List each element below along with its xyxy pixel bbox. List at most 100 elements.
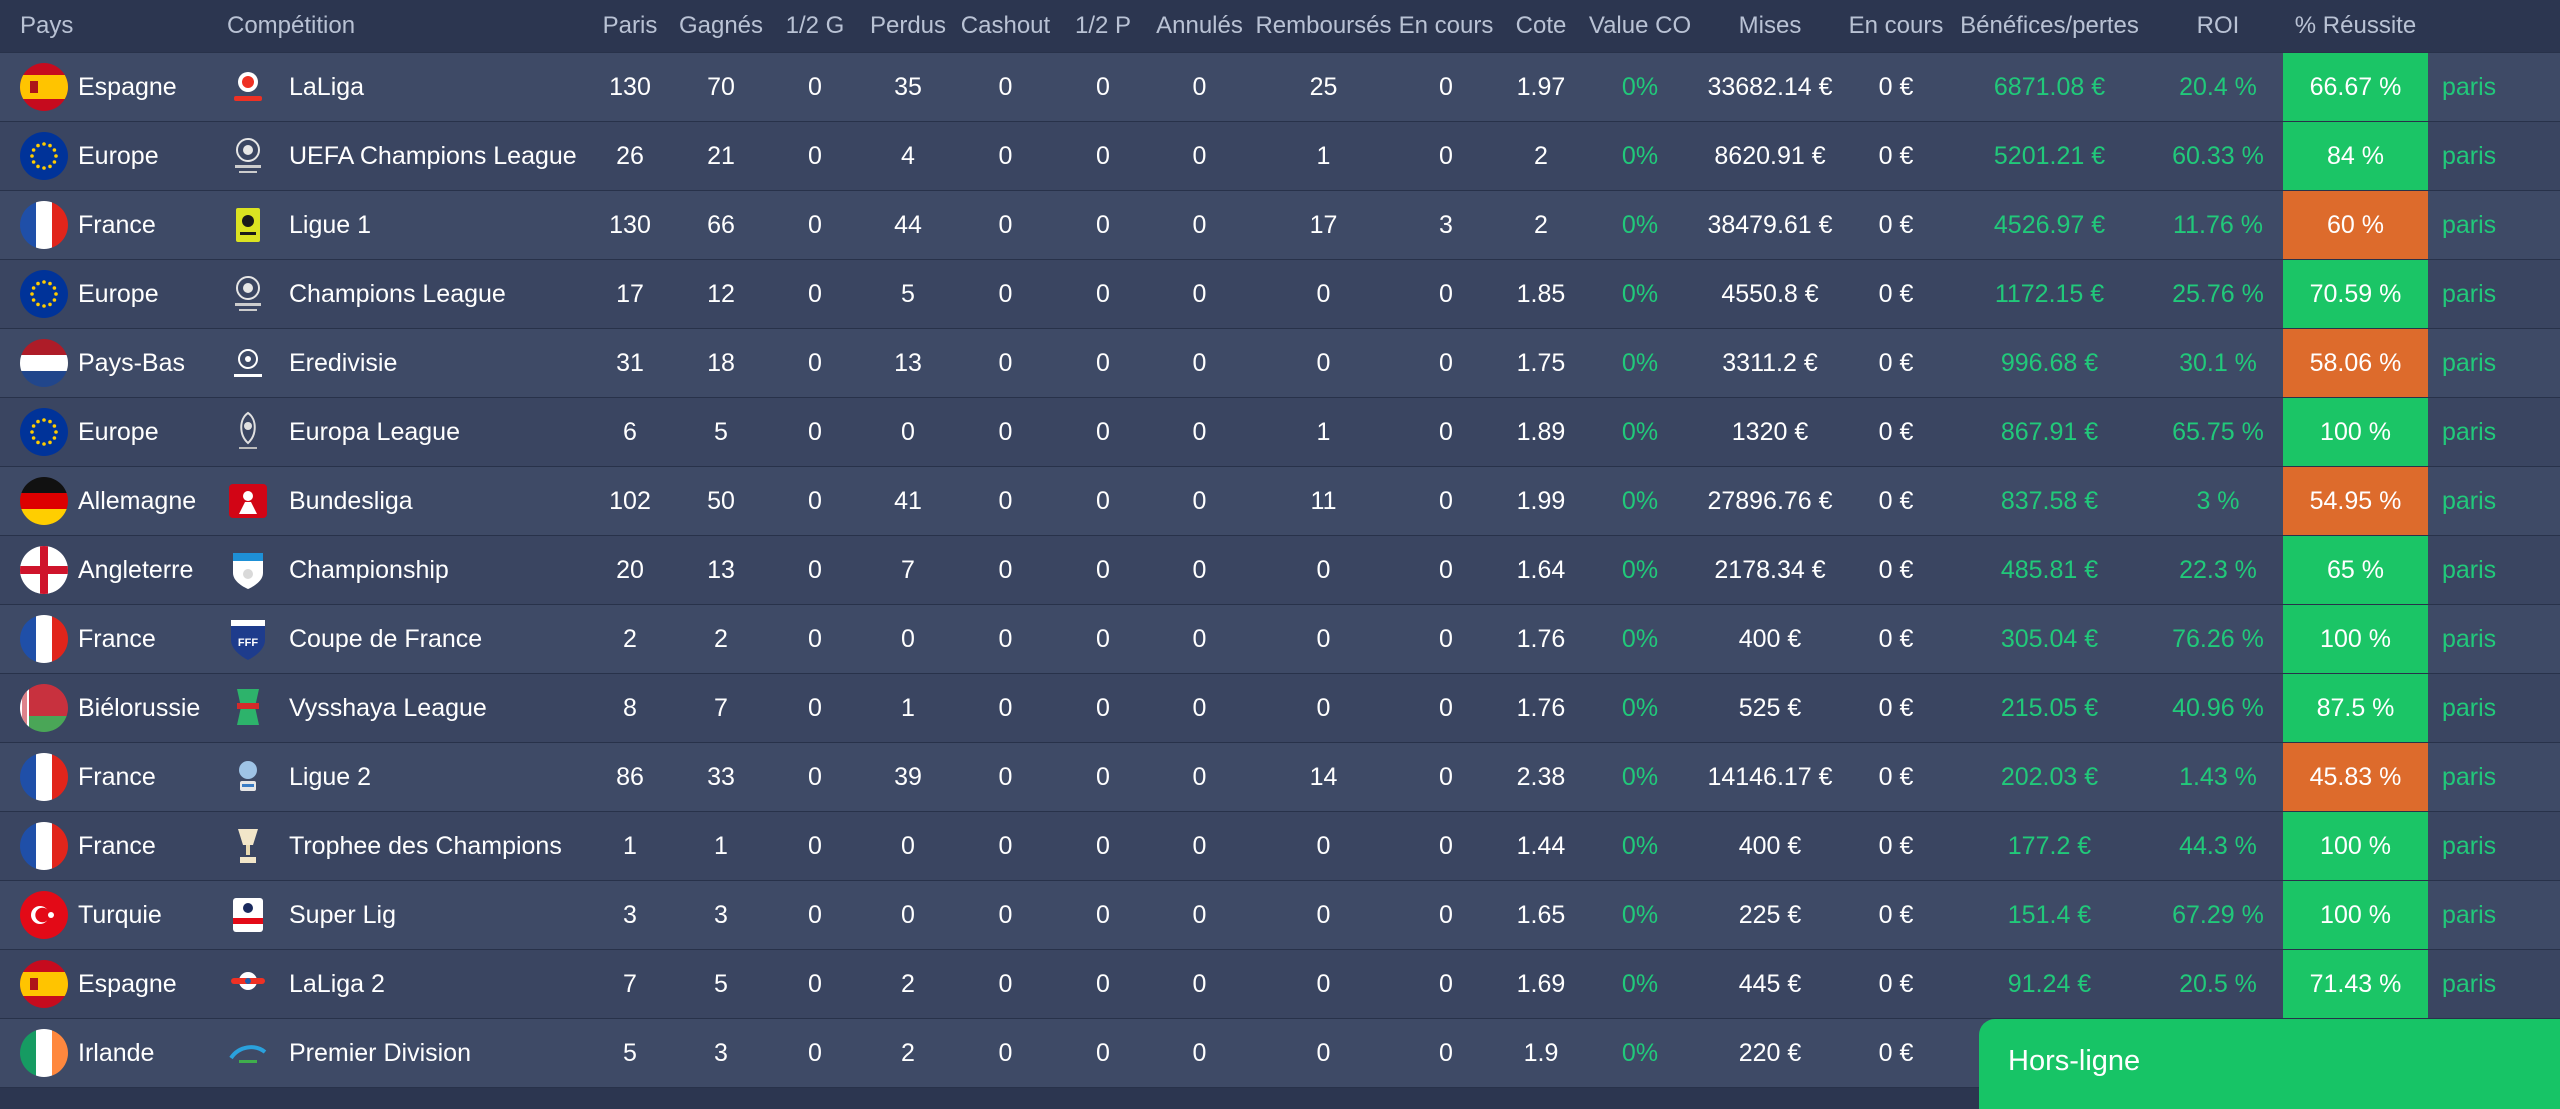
header-roi[interactable]: ROI — [2153, 0, 2283, 53]
pending-amount-cell: 0 € — [1846, 52, 1946, 122]
bets-link[interactable]: paris — [2428, 190, 2560, 260]
table-row[interactable]: France Ligue 1 130 66 0 44 0 0 0 17 3 2 0% 38479.61 €… — [0, 190, 2560, 260]
laliga-logo-icon — [225, 64, 271, 110]
country-name: Irlande — [78, 1038, 155, 1067]
pending-cell: 0 — [1396, 52, 1496, 122]
half-won-cell: 0 — [767, 397, 863, 467]
half-lost-cell: 0 — [1058, 190, 1148, 260]
country-cell: Pays-Bas — [0, 328, 225, 398]
pending-cell: 0 — [1396, 328, 1496, 398]
half-won-cell: 0 — [767, 535, 863, 605]
bets-link[interactable]: paris — [2428, 604, 2560, 674]
odds-cell: 1.69 — [1496, 949, 1586, 1019]
header-refunded[interactable]: Remboursés — [1251, 0, 1396, 53]
competition-cell: Super Lig — [225, 880, 585, 950]
bets-link[interactable]: paris — [2428, 328, 2560, 398]
value-co-cell: 0% — [1586, 535, 1694, 605]
table-row[interactable]: France FFF Coupe de France 2 2 0 0 0 0 0 0 0 1.76 0% 4… — [0, 604, 2560, 674]
flag-france-icon — [20, 201, 68, 249]
competition-name: Vysshaya League — [289, 693, 487, 722]
header-stakes[interactable]: Mises — [1694, 0, 1846, 53]
table-row[interactable]: Europe UEFA Champions League 26 21 0 4 0 0 0 1 0 2 0… — [0, 121, 2560, 191]
table-row[interactable]: France Ligue 2 86 33 0 39 0 0 0 14 0 2.38 0% 14146.17… — [0, 742, 2560, 812]
refunded-cell: 0 — [1251, 328, 1396, 398]
cancelled-cell: 0 — [1148, 949, 1251, 1019]
table-body: Espagne LaLiga 130 70 0 35 0 0 0 25 0 1.97 0% 33682.1… — [0, 52, 2560, 1088]
table-row[interactable]: Europe Europa League 6 5 0 0 0 0 0 1 0 1.89 0% 1320 €… — [0, 397, 2560, 467]
pending-amount-cell: 0 € — [1846, 466, 1946, 536]
header-profit[interactable]: Bénéfices/pertes — [1946, 0, 2153, 53]
bets-link[interactable]: paris — [2428, 52, 2560, 122]
half-lost-cell: 0 — [1058, 604, 1148, 674]
header-competition[interactable]: Compétition — [225, 0, 585, 53]
success-rate-cell: 54.95 % — [2283, 466, 2428, 536]
bets-link[interactable]: paris — [2428, 121, 2560, 191]
bets-link[interactable]: paris — [2428, 949, 2560, 1019]
lost-cell: 44 — [863, 190, 953, 260]
half-won-cell: 0 — [767, 1018, 863, 1088]
table-row[interactable]: Biélorussie Vysshaya League 8 7 0 1 0 0 0 0 0 1.76 0… — [0, 673, 2560, 743]
stakes-cell: 225 € — [1694, 880, 1846, 950]
header-won[interactable]: Gagnés — [675, 0, 767, 53]
bets-link[interactable]: paris — [2428, 466, 2560, 536]
header-bets[interactable]: Paris — [585, 0, 675, 53]
profit-cell: 1172.15 € — [1946, 259, 2153, 329]
bets-link[interactable]: paris — [2428, 673, 2560, 743]
bets-link[interactable]: paris — [2428, 397, 2560, 467]
bets-link[interactable]: paris — [2428, 811, 2560, 881]
roi-cell: 76.26 % — [2153, 604, 2283, 674]
success-rate-cell: 65 % — [2283, 535, 2428, 605]
bets-link[interactable]: paris — [2428, 259, 2560, 329]
lost-cell: 2 — [863, 949, 953, 1019]
cancelled-cell: 0 — [1148, 604, 1251, 674]
bets-cell: 130 — [585, 190, 675, 260]
odds-cell: 1.99 — [1496, 466, 1586, 536]
header-odds[interactable]: Cote — [1496, 0, 1586, 53]
value-co-cell: 0% — [1586, 466, 1694, 536]
flag-france-icon — [20, 753, 68, 801]
table-row[interactable]: Turquie Super Lig 3 3 0 0 0 0 0 0 0 1.65 0% 225 €0 €1… — [0, 880, 2560, 950]
table-row[interactable]: Europe Champions League 17 12 0 5 0 0 0 0 0 1.85 0% 4… — [0, 259, 2560, 329]
table-row[interactable]: Angleterre Championship 20 13 0 7 0 0 0 0 0 1.64 0% 2… — [0, 535, 2560, 605]
competition-name: Champions League — [289, 279, 506, 308]
header-value-co[interactable]: Value CO — [1586, 0, 1694, 53]
header-success[interactable]: % Réussite — [2283, 0, 2428, 53]
offline-chat-badge[interactable]: Hors-ligne — [1979, 1019, 2560, 1109]
profit-cell: 6871.08 € — [1946, 52, 2153, 122]
bets-cell: 31 — [585, 328, 675, 398]
header-lost[interactable]: Perdus — [863, 0, 953, 53]
refunded-cell: 14 — [1251, 742, 1396, 812]
table-row[interactable]: Pays-Bas Eredivisie 31 18 0 13 0 0 0 0 0 1.75 0% 3311… — [0, 328, 2560, 398]
table-row[interactable]: Allemagne Bundesliga 102 50 0 41 0 0 0 11 0 1.99 0% 2… — [0, 466, 2560, 536]
header-pending[interactable]: En cours — [1396, 0, 1496, 53]
profit-cell: 4526.97 € — [1946, 190, 2153, 260]
header-cashout[interactable]: Cashout — [953, 0, 1058, 53]
lost-cell: 4 — [863, 121, 953, 191]
table-row[interactable]: Espagne LaLiga 2 7 5 0 2 0 0 0 0 0 1.69 0% 445 €0 €91… — [0, 949, 2560, 1019]
pending-amount-cell: 0 € — [1846, 742, 1946, 812]
pending-amount-cell: 0 € — [1846, 949, 1946, 1019]
header-country[interactable]: Pays — [0, 0, 225, 53]
bets-cell: 2 — [585, 604, 675, 674]
stakes-cell: 400 € — [1694, 604, 1846, 674]
champions-league-logo-icon — [225, 133, 271, 179]
stakes-cell: 3311.2 € — [1694, 328, 1846, 398]
header-half-lost[interactable]: 1/2 P — [1058, 0, 1148, 53]
table-row[interactable]: Espagne LaLiga 130 70 0 35 0 0 0 25 0 1.97 0% 33682.1… — [0, 52, 2560, 122]
table-row[interactable]: France Trophee des Champions 1 1 0 0 0 0 0 0 0 1.44… — [0, 811, 2560, 881]
refunded-cell: 0 — [1251, 259, 1396, 329]
odds-cell: 2 — [1496, 121, 1586, 191]
profit-cell: 485.81 € — [1946, 535, 2153, 605]
bets-link[interactable]: paris — [2428, 880, 2560, 950]
pending-amount-cell: 0 € — [1846, 259, 1946, 329]
flag-europe-icon — [20, 132, 68, 180]
roi-cell: 30.1 % — [2153, 328, 2283, 398]
bets-link[interactable]: paris — [2428, 535, 2560, 605]
header-cancelled[interactable]: Annulés — [1148, 0, 1251, 53]
header-pending-amount[interactable]: En cours — [1846, 0, 1946, 53]
flag-europe-icon — [20, 408, 68, 456]
refunded-cell: 25 — [1251, 52, 1396, 122]
header-half-won[interactable]: 1/2 G — [767, 0, 863, 53]
bets-link[interactable]: paris — [2428, 742, 2560, 812]
half-lost-cell: 0 — [1058, 121, 1148, 191]
